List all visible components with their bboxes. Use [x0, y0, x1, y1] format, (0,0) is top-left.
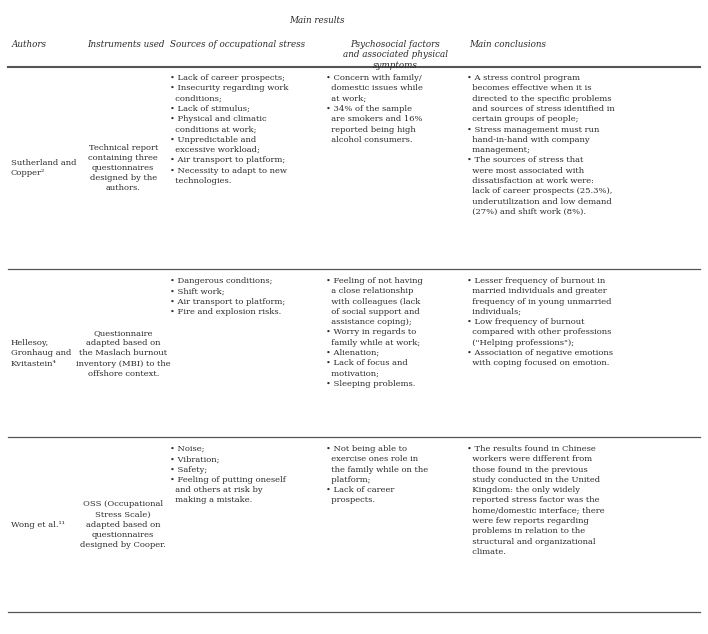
Text: Psychosocial factors
and associated physical
symptoms: Psychosocial factors and associated phys…	[343, 40, 447, 70]
Text: • Not being able to
  exercise ones role in
  the family while on the
  platform: • Not being able to exercise ones role i…	[326, 445, 428, 505]
Text: Technical report
containing three
questionnaires
designed by the
authors.: Technical report containing three questi…	[88, 144, 158, 192]
Text: • Feeling of not having
  a close relationship
  with colleagues (lack
  of soci: • Feeling of not having a close relation…	[326, 277, 423, 388]
Text: • Lesser frequency of burnout in
  married individuals and greater
  frequency o: • Lesser frequency of burnout in married…	[467, 277, 613, 367]
Text: Wong et al.¹¹: Wong et al.¹¹	[11, 521, 64, 529]
Text: Sources of occupational stress: Sources of occupational stress	[170, 40, 305, 49]
Text: Instruments used: Instruments used	[87, 40, 164, 49]
Text: • Concern with family/
  domestic issues while
  at work;
• 34% of the sample
  : • Concern with family/ domestic issues w…	[326, 74, 423, 144]
Text: • The results found in Chinese
  workers were different from
  those found in th: • The results found in Chinese workers w…	[467, 445, 605, 556]
Text: OSS (Occupational
Stress Scale)
adapted based on
questionnaires
designed by Coop: OSS (Occupational Stress Scale) adapted …	[80, 500, 166, 549]
Text: Sutherland and
Copper²: Sutherland and Copper²	[11, 159, 76, 177]
Text: • Dangerous conditions;
• Shift work;
• Air transport to platform;
• Fire and ex: • Dangerous conditions; • Shift work; • …	[170, 277, 285, 316]
Text: Main conclusions: Main conclusions	[469, 40, 547, 49]
Text: • Lack of career prospects;
• Insecurity regarding work
  conditions;
• Lack of : • Lack of career prospects; • Insecurity…	[170, 74, 288, 185]
Text: Hellesoy,
Gronhaug and
Kvitastein⁴: Hellesoy, Gronhaug and Kvitastein⁴	[11, 339, 71, 368]
Text: • A stress control program
  becomes effective when it is
  directed to the spec: • A stress control program becomes effec…	[467, 74, 615, 216]
Text: • Noise;
• Vibration;
• Safety;
• Feeling of putting oneself
  and others at ris: • Noise; • Vibration; • Safety; • Feelin…	[170, 445, 286, 505]
Text: Authors: Authors	[12, 40, 47, 49]
Text: Questionnaire
adapted based on
the Maslach burnout
inventory (MBI) to the
offsho: Questionnaire adapted based on the Masla…	[76, 329, 171, 378]
Text: Main results: Main results	[290, 16, 345, 25]
